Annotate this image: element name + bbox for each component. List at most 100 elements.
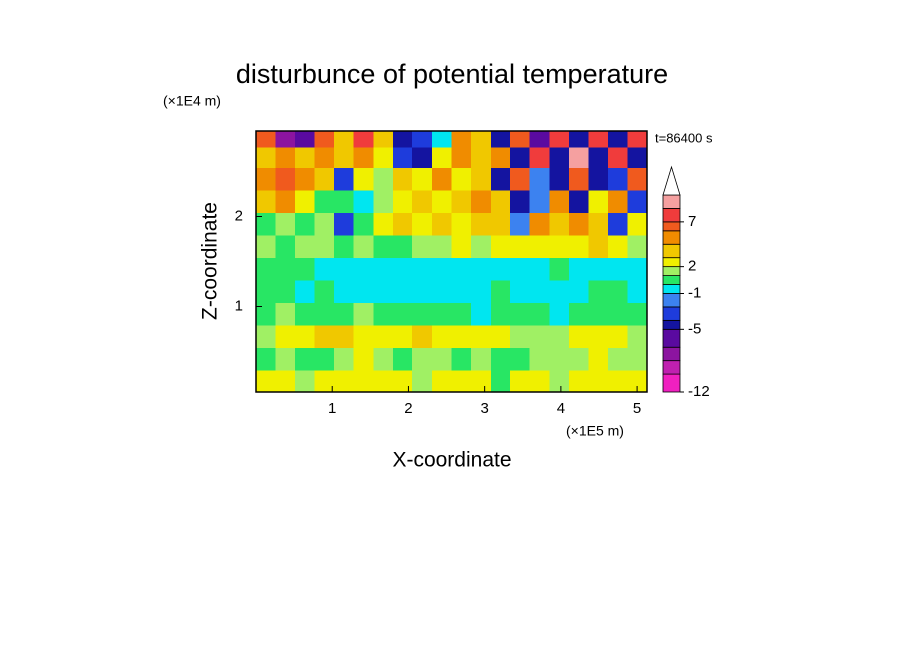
field-cell bbox=[432, 234, 453, 259]
field-cell bbox=[432, 189, 453, 214]
field-cell bbox=[568, 347, 589, 371]
colorbar-box bbox=[662, 360, 681, 375]
colorbar-box bbox=[662, 328, 681, 348]
field-cell bbox=[373, 324, 394, 349]
field-cell bbox=[529, 302, 551, 326]
field-cell bbox=[412, 279, 433, 304]
field-cell bbox=[432, 257, 453, 281]
field-cell bbox=[608, 369, 629, 393]
field-cell bbox=[412, 146, 433, 169]
field-cell bbox=[294, 167, 316, 191]
field-cell bbox=[470, 302, 492, 326]
field-cell bbox=[470, 131, 492, 148]
colorbar-box bbox=[662, 230, 681, 245]
field-cell bbox=[529, 234, 551, 259]
field-cell bbox=[412, 131, 433, 148]
field-cell bbox=[549, 302, 570, 326]
field-cell bbox=[294, 234, 316, 259]
field-cell bbox=[470, 279, 492, 304]
field-cell bbox=[627, 234, 648, 259]
field-cell bbox=[451, 257, 472, 281]
field-cell bbox=[510, 302, 531, 326]
field-cell bbox=[490, 212, 511, 236]
field-cell bbox=[373, 189, 394, 214]
field-cell bbox=[353, 167, 374, 191]
field-cell bbox=[334, 279, 355, 304]
colorbar-box bbox=[662, 373, 681, 393]
field-cell bbox=[490, 279, 511, 304]
field-cell bbox=[432, 146, 453, 169]
field-cell bbox=[256, 212, 277, 236]
field-cell bbox=[451, 347, 472, 371]
x-axis-label: X-coordinate bbox=[392, 449, 511, 472]
field-cell bbox=[549, 131, 570, 148]
field-cell bbox=[256, 369, 277, 393]
field-cell bbox=[451, 302, 472, 326]
field-cell bbox=[392, 146, 413, 169]
field-cell bbox=[294, 212, 316, 236]
field-cell bbox=[490, 302, 511, 326]
field-cell bbox=[490, 347, 511, 371]
field-cell bbox=[314, 212, 335, 236]
field-cell bbox=[470, 167, 492, 191]
field-cell bbox=[510, 257, 531, 281]
field-cell bbox=[314, 146, 335, 169]
field-cell bbox=[334, 257, 355, 281]
field-cell bbox=[412, 167, 433, 191]
field-cell bbox=[608, 212, 629, 236]
field-cell bbox=[256, 279, 277, 304]
field-cell bbox=[256, 257, 277, 281]
colorbar-box bbox=[662, 284, 681, 294]
field-cell bbox=[568, 167, 589, 191]
field-cell bbox=[353, 212, 374, 236]
field-cell bbox=[529, 131, 551, 148]
field-cell bbox=[392, 212, 413, 236]
field-cell bbox=[294, 347, 316, 371]
y-tick-label: 2 bbox=[235, 207, 243, 224]
field-cell bbox=[392, 189, 413, 214]
colorbar-box bbox=[662, 346, 681, 362]
field-cell bbox=[314, 279, 335, 304]
field-cell bbox=[334, 189, 355, 214]
field-cell bbox=[608, 167, 629, 191]
field-cell bbox=[529, 189, 551, 214]
field-cell bbox=[549, 324, 570, 349]
field-cell bbox=[432, 131, 453, 148]
colorbar-label: -5 bbox=[688, 320, 701, 337]
field-cell bbox=[490, 257, 511, 281]
field-cell bbox=[470, 369, 492, 393]
field-cell bbox=[451, 146, 472, 169]
field-cell bbox=[392, 324, 413, 349]
field-cell bbox=[470, 146, 492, 169]
field-cell bbox=[353, 146, 374, 169]
field-cell bbox=[588, 302, 609, 326]
field-cell bbox=[549, 257, 570, 281]
colorbar-box bbox=[662, 221, 681, 232]
field-cell bbox=[608, 189, 629, 214]
field-cell bbox=[627, 302, 648, 326]
field-cell bbox=[334, 212, 355, 236]
field-cell bbox=[588, 189, 609, 214]
field-cell bbox=[373, 212, 394, 236]
x-unit: (×1E5 m) bbox=[566, 423, 624, 439]
colorbar-label: 7 bbox=[688, 213, 696, 230]
field-cell bbox=[510, 131, 531, 148]
field-cell bbox=[256, 189, 277, 214]
field-cell bbox=[608, 257, 629, 281]
field-cell bbox=[608, 347, 629, 371]
field-cell bbox=[588, 347, 609, 371]
field-cell bbox=[432, 167, 453, 191]
field-cell bbox=[353, 189, 374, 214]
field-cell bbox=[510, 347, 531, 371]
field-cell bbox=[275, 369, 296, 393]
field-cell bbox=[549, 347, 570, 371]
field-cell bbox=[568, 279, 589, 304]
field-cell bbox=[353, 369, 374, 393]
field-cell bbox=[470, 212, 492, 236]
field-cell bbox=[314, 234, 335, 259]
field-cell bbox=[451, 234, 472, 259]
field-cell bbox=[412, 212, 433, 236]
field-cell bbox=[608, 146, 629, 169]
field-cell bbox=[412, 302, 433, 326]
field-cell bbox=[608, 234, 629, 259]
